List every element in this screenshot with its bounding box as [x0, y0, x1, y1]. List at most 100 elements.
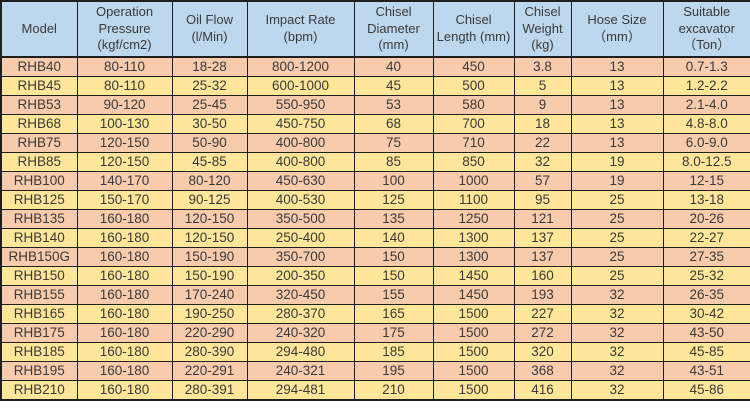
- model-cell: RHB150: [0, 266, 78, 286]
- column-header-suitable-excavator: Suitable excavator （Ton）: [662, 0, 750, 58]
- value-cell: 250-400: [246, 228, 355, 248]
- value-cell: 13: [570, 56, 664, 77]
- value-cell: 1500: [432, 342, 515, 362]
- value-cell: 150-170: [76, 190, 173, 210]
- table-row: RHB195 160-180 220-291 240-321 195 1500 368 32 4…: [0, 361, 750, 381]
- value-cell: 700: [432, 114, 515, 134]
- value-cell: 135: [353, 209, 434, 229]
- value-cell: 25: [570, 228, 664, 248]
- value-cell: 280-390: [171, 342, 248, 362]
- breaker-spec-table: Model Operation Pressure (kgf/cm2) Oil F…: [0, 0, 750, 401]
- value-cell: 75: [353, 133, 434, 153]
- value-cell: 32: [570, 304, 664, 324]
- value-cell: 195: [353, 361, 434, 381]
- column-header-operation-pressure: Operation Pressure (kgf/cm2): [76, 0, 173, 58]
- model-cell: RHB53: [0, 95, 78, 115]
- value-cell: 1000: [432, 171, 515, 191]
- value-cell: 190-250: [171, 304, 248, 324]
- value-cell: 1250: [432, 209, 515, 229]
- table-row: RHB165 160-180 190-250 280-370 165 1500 227 32 3…: [0, 304, 750, 324]
- value-cell: 25: [570, 247, 664, 267]
- value-cell: 160-180: [76, 285, 173, 305]
- value-cell: 26-35: [662, 285, 750, 305]
- value-cell: 150: [353, 266, 434, 286]
- value-cell: 80-120: [171, 171, 248, 191]
- value-cell: 120-150: [76, 152, 173, 172]
- value-cell: 32: [570, 342, 664, 362]
- value-cell: 150-190: [171, 266, 248, 286]
- column-header-hose-size: Hose Size （mm）: [570, 0, 664, 58]
- model-cell: RHB125: [0, 190, 78, 210]
- value-cell: 43-50: [662, 323, 750, 343]
- value-cell: 1500: [432, 323, 515, 343]
- value-cell: 120-150: [171, 228, 248, 248]
- model-cell: RHB75: [0, 133, 78, 153]
- model-cell: RHB210: [0, 380, 78, 401]
- value-cell: 160-180: [76, 247, 173, 267]
- value-cell: 1500: [432, 380, 515, 401]
- value-cell: 450-630: [246, 171, 355, 191]
- value-cell: 1100: [432, 190, 515, 210]
- value-cell: 50-90: [171, 133, 248, 153]
- value-cell: 13-18: [662, 190, 750, 210]
- value-cell: 90-120: [76, 95, 173, 115]
- model-cell: RHB40: [0, 56, 78, 77]
- value-cell: 32: [570, 361, 664, 381]
- value-cell: 280-391: [171, 380, 248, 401]
- model-cell: RHB155: [0, 285, 78, 305]
- value-cell: 160-180: [76, 342, 173, 362]
- value-cell: 550-950: [246, 95, 355, 115]
- table-row: RHB155 160-180 170-240 320-450 155 1450 193 32 2…: [0, 285, 750, 305]
- value-cell: 160-180: [76, 266, 173, 286]
- value-cell: 27-35: [662, 247, 750, 267]
- value-cell: 320-450: [246, 285, 355, 305]
- model-cell: RHB85: [0, 152, 78, 172]
- value-cell: 4.8-8.0: [662, 114, 750, 134]
- table-row: RHB150 160-180 150-190 200-350 150 1450 160 25 2…: [0, 266, 750, 286]
- column-header-chisel-length: Chisel Length (mm): [432, 0, 515, 58]
- value-cell: 280-370: [246, 304, 355, 324]
- table-row: RHB140 160-180 120-150 250-400 140 1300 137 25 2…: [0, 228, 750, 248]
- value-cell: 121: [513, 209, 572, 229]
- value-cell: 400-800: [246, 133, 355, 153]
- table-row: RHB175 160-180 220-290 240-320 175 1500 272 32 4…: [0, 323, 750, 343]
- value-cell: 160-180: [76, 304, 173, 324]
- value-cell: 368: [513, 361, 572, 381]
- value-cell: 45-86: [662, 380, 750, 401]
- value-cell: 1300: [432, 228, 515, 248]
- value-cell: 9: [513, 95, 572, 115]
- value-cell: 155: [353, 285, 434, 305]
- model-cell: RHB45: [0, 76, 78, 96]
- column-header-chisel-weight: Chisel Weight (kg): [513, 0, 572, 58]
- value-cell: 8.0-12.5: [662, 152, 750, 172]
- value-cell: 32: [570, 323, 664, 343]
- model-cell: RHB100: [0, 171, 78, 191]
- value-cell: 80-110: [76, 56, 173, 77]
- column-header-impact-rate: Impact Rate (bpm): [246, 0, 355, 58]
- value-cell: 90-125: [171, 190, 248, 210]
- value-cell: 170-240: [171, 285, 248, 305]
- value-cell: 43-51: [662, 361, 750, 381]
- value-cell: 150: [353, 247, 434, 267]
- value-cell: 12-15: [662, 171, 750, 191]
- value-cell: 1450: [432, 285, 515, 305]
- value-cell: 80-110: [76, 76, 173, 96]
- value-cell: 227: [513, 304, 572, 324]
- value-cell: 160-180: [76, 380, 173, 401]
- value-cell: 32: [570, 380, 664, 401]
- column-header-model: Model: [0, 0, 78, 58]
- table-row: RHB75 120-150 50-90 400-800 75 710 22 13 6.0-9.0: [0, 133, 750, 153]
- table-row: RHB85 120-150 45-85 400-800 85 850 32 19 8.0-12.…: [0, 152, 750, 172]
- value-cell: 19: [570, 171, 664, 191]
- value-cell: 320: [513, 342, 572, 362]
- value-cell: 137: [513, 228, 572, 248]
- value-cell: 350-500: [246, 209, 355, 229]
- value-cell: 100-130: [76, 114, 173, 134]
- value-cell: 240-321: [246, 361, 355, 381]
- value-cell: 272: [513, 323, 572, 343]
- value-cell: 1300: [432, 247, 515, 267]
- value-cell: 294-480: [246, 342, 355, 362]
- value-cell: 220-290: [171, 323, 248, 343]
- value-cell: 95: [513, 190, 572, 210]
- value-cell: 2.1-4.0: [662, 95, 750, 115]
